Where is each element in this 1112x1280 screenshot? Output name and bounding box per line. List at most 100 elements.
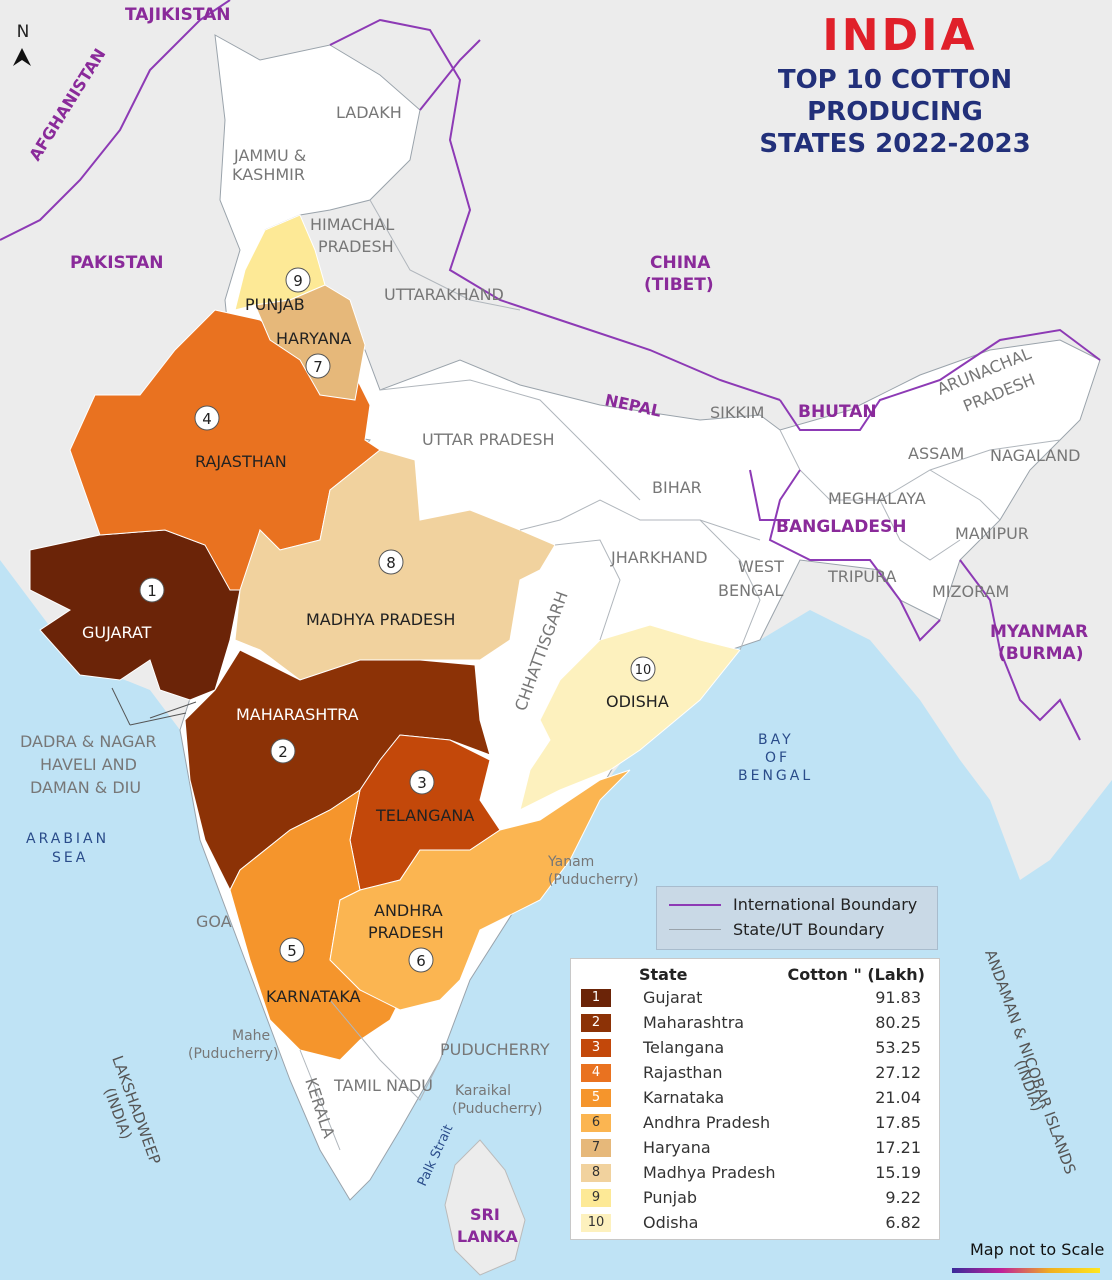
- page-subtitle: TOP 10 COTTON PRODUCING STATES 2022-2023: [690, 64, 1100, 160]
- boundary-legend: International Boundary State/UT Boundary: [656, 886, 938, 950]
- label-odisha: ODISHA: [606, 692, 669, 711]
- state-boundaries: [299, 199, 1061, 1151]
- legend-swatch: 1: [581, 989, 611, 1007]
- label-gujarat: GUJARAT: [82, 623, 152, 642]
- legend-state-name: Rajasthan: [643, 1063, 723, 1082]
- label-jk-1: JAMMU &: [233, 146, 306, 165]
- label-wb-2: BENGAL: [718, 581, 783, 600]
- legend-swatch: 9: [581, 1189, 611, 1207]
- label-assam: ASSAM: [908, 444, 964, 463]
- legend-row: 10 Odisha 6.82: [581, 1212, 921, 1234]
- label-manipur: MANIPUR: [955, 524, 1029, 543]
- label-nagaland: NAGALAND: [990, 446, 1081, 465]
- rank-marker-1: 1: [139, 577, 165, 603]
- legend-value: 15.19: [875, 1163, 921, 1182]
- label-sikkim: SIKKIM: [710, 403, 764, 422]
- rank-marker-6: 6: [408, 947, 434, 973]
- legend-swatch: 8: [581, 1164, 611, 1182]
- label-hp-2: PRADESH: [318, 237, 394, 256]
- legend-row: 8 Madhya Pradesh 15.19: [581, 1162, 921, 1184]
- label-arabian-1: ARABIAN: [26, 831, 109, 847]
- dnh-leader-lines: [111, 687, 197, 726]
- label-ap-2: PRADESH: [368, 923, 444, 942]
- subtitle-line-2: STATES 2022-2023: [759, 129, 1031, 159]
- north-arrow-icon: [13, 48, 31, 66]
- label-puducherry: PUDUCHERRY: [440, 1040, 550, 1059]
- international-boundary-label: International Boundary: [733, 895, 918, 914]
- label-dnh-2: HAVELI AND: [40, 755, 137, 774]
- legend-value: 9.22: [885, 1188, 921, 1207]
- label-ladakh: LADAKH: [336, 103, 402, 122]
- scale-gradient-bar: [952, 1268, 1100, 1273]
- svg-text:6: 6: [416, 952, 426, 970]
- legend-row: 1 Gujarat 91.83: [581, 987, 921, 1009]
- international-boundary-swatch: [669, 903, 721, 906]
- label-china-1: CHINA: [650, 253, 711, 273]
- ut-small-labels: Yanam (Puducherry) Mahe (Puducherry) Kar…: [188, 854, 639, 1117]
- label-ap-1: ANDHRA: [374, 901, 443, 920]
- legend-value: 21.04: [875, 1088, 921, 1107]
- legend-state-name: Karnataka: [643, 1088, 725, 1107]
- label-karaikal-1: Karaikal: [455, 1083, 511, 1099]
- label-yanam-2: (Puducherry): [548, 872, 639, 888]
- legend-state-name: Odisha: [643, 1213, 699, 1232]
- label-arabian-2: SEA: [52, 850, 88, 866]
- rank-markers: 1 2 3 4 5 6 7 8 9 10: [139, 267, 656, 973]
- legend-state-name: Haryana: [643, 1138, 711, 1157]
- label-bihar: BIHAR: [652, 478, 702, 497]
- legend-swatch: 4: [581, 1064, 611, 1082]
- label-goa: GOA: [196, 912, 232, 931]
- legend-row: 7 Haryana 17.21: [581, 1137, 921, 1159]
- legend-state-name: Andhra Pradesh: [643, 1113, 771, 1132]
- legend-value: 17.85: [875, 1113, 921, 1132]
- legend-swatch: 3: [581, 1039, 611, 1057]
- label-bangladesh: BANGLADESH: [776, 517, 906, 537]
- production-legend: State Cotton " (Lakh) 1 Gujarat 91.83 2 Maha…: [570, 958, 940, 1240]
- legend-row: 6 Andhra Pradesh 17.85: [581, 1112, 921, 1134]
- label-mahe-2: (Puducherry): [188, 1046, 279, 1062]
- label-karnataka: KARNATAKA: [266, 987, 361, 1006]
- legend-row: 2 Maharashtra 80.25: [581, 1012, 921, 1034]
- label-uttarakhand: UTTARAKHAND: [384, 285, 504, 304]
- svg-text:10: 10: [635, 663, 652, 678]
- label-sri-lanka-2: LANKA: [457, 1227, 518, 1246]
- label-mp: MADHYA PRADESH: [306, 610, 455, 629]
- state-andhra-pradesh: [329, 769, 631, 1011]
- legend-value: 17.21: [875, 1138, 921, 1157]
- label-karaikal-2: (Puducherry): [452, 1101, 543, 1117]
- label-bhutan: BHUTAN: [798, 402, 877, 422]
- svg-text:3: 3: [417, 774, 427, 792]
- svg-text:5: 5: [287, 942, 297, 960]
- label-dnh-3: DAMAN & DIU: [30, 778, 141, 797]
- boundary-legend-international: International Boundary: [669, 895, 917, 914]
- north-label: N: [16, 22, 30, 42]
- legend-value: 53.25: [875, 1038, 921, 1057]
- state-boundary-swatch: [669, 929, 721, 930]
- rank-marker-3: 3: [409, 769, 435, 795]
- label-rajasthan: RAJASTHAN: [195, 452, 287, 471]
- legend-row: 5 Karnataka 21.04: [581, 1087, 921, 1109]
- legend-swatch: 7: [581, 1139, 611, 1157]
- legend-value: 27.12: [875, 1063, 921, 1082]
- legend-value: 91.83: [875, 988, 921, 1007]
- subtitle-line-1: TOP 10 COTTON PRODUCING: [777, 65, 1013, 127]
- legend-swatch: 2: [581, 1014, 611, 1032]
- rank-marker-5: 5: [279, 937, 305, 963]
- label-tamil-nadu: TAMIL NADU: [333, 1076, 433, 1095]
- sri-lanka-land: [444, 1139, 526, 1276]
- legend-state-name: Gujarat: [643, 988, 703, 1007]
- legend-row: 4 Rajasthan 27.12: [581, 1062, 921, 1084]
- label-tajikistan: TAJIKISTAN: [125, 5, 231, 25]
- svg-text:4: 4: [202, 410, 212, 428]
- label-haryana: HARYANA: [276, 329, 352, 348]
- svg-text:9: 9: [293, 272, 303, 290]
- legend-state-name: Maharashtra: [643, 1013, 745, 1032]
- svg-text:1: 1: [147, 582, 157, 600]
- label-bay-1: BAY: [758, 732, 794, 748]
- state-odisha: [519, 624, 741, 811]
- label-palk-strait: Palk Strait: [415, 1123, 456, 1189]
- label-punjab: PUNJAB: [245, 295, 305, 314]
- label-jharkhand: JHARKHAND: [610, 548, 708, 567]
- state-boundary-label: State/UT Boundary: [733, 920, 885, 939]
- rank-marker-4: 4: [194, 405, 220, 431]
